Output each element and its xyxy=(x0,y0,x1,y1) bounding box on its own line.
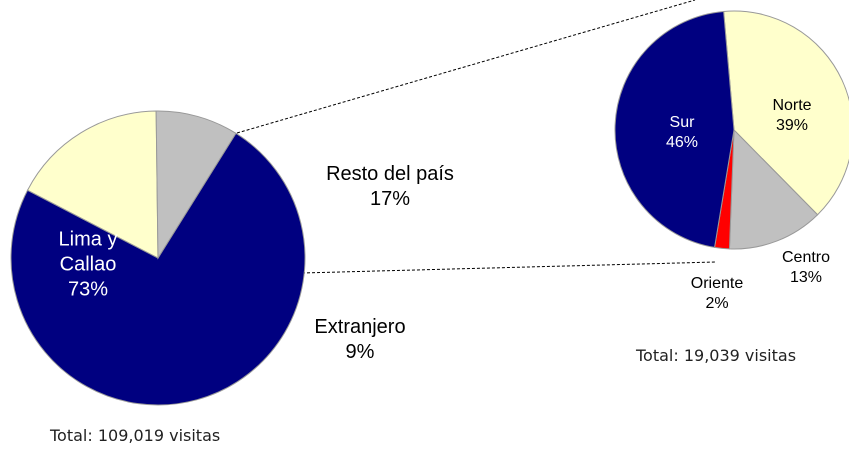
slice-value: 2% xyxy=(705,295,729,312)
pie-slice xyxy=(728,128,819,250)
slice-value: 39% xyxy=(775,117,809,134)
slice-name: Lima y Callao xyxy=(58,228,118,276)
slice-label: Lima y Callao 73% xyxy=(43,228,133,303)
slice-name: Centro xyxy=(781,249,831,266)
slice-label: Centro 13% xyxy=(766,248,846,288)
slice-label: Oriente 2% xyxy=(677,274,757,314)
slice-name: Resto del país xyxy=(326,163,454,185)
connector xyxy=(236,0,696,134)
slice-label: Extranjero 9% xyxy=(280,315,440,365)
total-label: Total: 19,039 visitas xyxy=(636,346,797,365)
slice-name: Extranjero xyxy=(314,316,406,338)
total-label: Total: 109,019 visitas xyxy=(50,426,221,445)
slice-value: 9% xyxy=(345,341,375,363)
slice-label: Resto del país 17% xyxy=(290,162,490,212)
slice-value: 46% xyxy=(665,134,699,151)
slice-name: Sur xyxy=(669,114,695,131)
slice-value: 17% xyxy=(369,188,411,210)
pie-slice xyxy=(10,132,306,406)
slice-label: Sur 46% xyxy=(642,113,722,153)
pie-slice xyxy=(26,110,159,259)
slice-value: 73% xyxy=(67,278,109,301)
pie-slice xyxy=(614,10,735,248)
pie-slice xyxy=(155,110,237,260)
connector xyxy=(301,261,717,274)
slice-name: Norte xyxy=(772,97,812,114)
slice-value: 13% xyxy=(789,269,823,286)
pie-slice xyxy=(723,10,849,216)
slice-label: Norte 39% xyxy=(752,96,832,136)
slice-name: Oriente xyxy=(690,275,744,292)
